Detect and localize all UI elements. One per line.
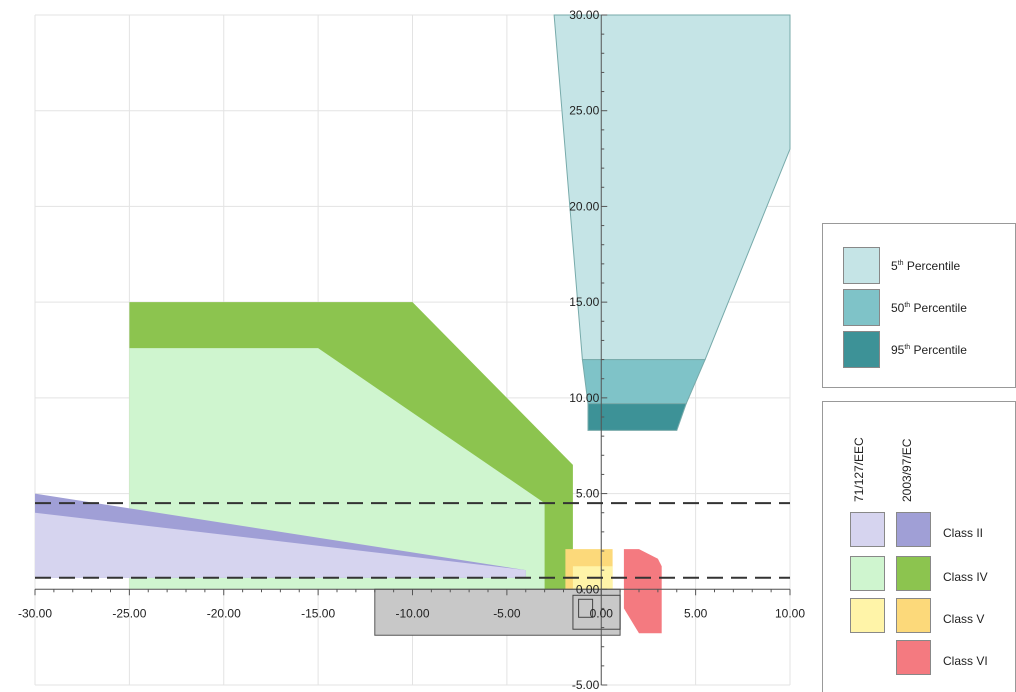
x-tick-label: -10.00 [395, 606, 429, 620]
y-tick-label: -5.00 [572, 678, 600, 692]
legend-swatch-class-v-2003 [896, 598, 931, 633]
x-tick-label: 0.00 [590, 606, 614, 620]
class-legend: 71/127/EEC 2003/97/EC Class II Class IV … [822, 401, 1016, 692]
x-tick-label: -25.00 [112, 606, 146, 620]
tick-labels: -30.00 -25.00 -20.00 -15.00 -10.00 -5.00 0.00 5… [18, 8, 805, 692]
legend-swatch-class-iv-2003 [896, 556, 931, 591]
legend-label-50th: 50th Percentile [891, 301, 967, 315]
legend-swatch-50th [843, 289, 880, 326]
percentile-legend: 5th Percentile 50th Percentile 95th Perc… [822, 223, 1016, 388]
x-tick-label: 5.00 [684, 606, 708, 620]
legend-swatch-class-ii-71 [850, 512, 885, 547]
region-class-ii-71 [35, 512, 526, 578]
x-tick-label: -15.00 [301, 606, 335, 620]
legend-label-class-ii: Class II [943, 526, 984, 540]
y-tick-label: 5.00 [576, 487, 600, 501]
y-tick-label: 20.00 [569, 199, 599, 213]
region-pct-5th [553, 14, 791, 361]
legend-header-71-127-eec: 71/127/EEC [852, 437, 866, 502]
y-tick-label: 10.00 [569, 391, 599, 405]
region-class-vi [623, 549, 662, 634]
y-tick-label: 0.00 [576, 582, 600, 596]
legend-label-class-v: Class V [943, 612, 985, 626]
legend-swatch-5th [843, 247, 880, 284]
legend-label-95th: 95th Percentile [891, 343, 967, 357]
legend-label-class-vi: Class VI [943, 654, 988, 668]
regions [35, 14, 791, 636]
x-tick-label: 10.00 [775, 606, 805, 620]
x-tick-label: -20.00 [207, 606, 241, 620]
legend-swatch-class-v-71 [850, 598, 885, 633]
legend-swatch-class-ii-2003 [896, 512, 931, 547]
y-tick-label: 15.00 [569, 295, 599, 309]
legend-swatch-class-iv-71 [850, 556, 885, 591]
region-pct-95th [587, 403, 687, 431]
legend-swatch-95th [843, 331, 880, 368]
legend-swatch-class-vi-2003 [896, 640, 931, 675]
y-tick-label: 25.00 [569, 104, 599, 118]
x-tick-label: -30.00 [18, 606, 52, 620]
legend-label-class-iv: Class IV [943, 570, 988, 584]
legend-label-5th: 5th Percentile [891, 259, 961, 273]
axes [34, 14, 791, 686]
x-tick-label: -5.00 [493, 606, 521, 620]
legend-header-2003-97-ec: 2003/97/EC [900, 438, 914, 502]
vehicle-window [578, 598, 594, 618]
vehicle-cab [572, 594, 621, 630]
y-tick-label: 30.00 [569, 8, 599, 22]
